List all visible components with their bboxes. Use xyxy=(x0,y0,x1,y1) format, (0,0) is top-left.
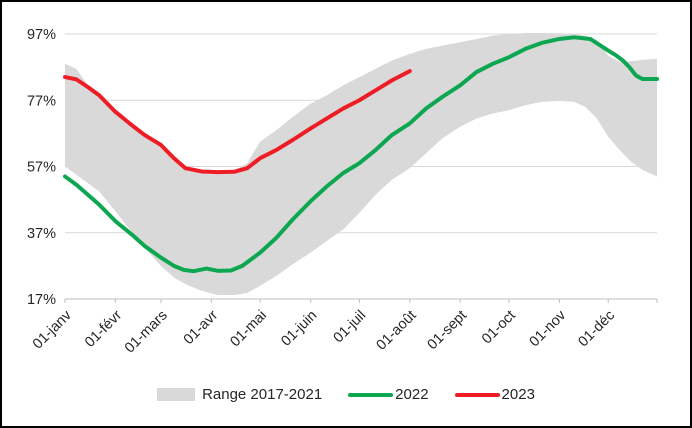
legend-label-range: Range 2017-2021 xyxy=(202,386,323,403)
line-swatch-2023 xyxy=(454,392,500,397)
chart-legend: Range 2017-2021 2022 2023 xyxy=(2,386,690,403)
series-line-2023 xyxy=(63,69,412,175)
x-tick-label: 01-févr xyxy=(82,307,125,350)
x-tick-label: 01-août xyxy=(374,308,420,354)
legend-label-2022: 2022 xyxy=(395,386,429,403)
line-swatch-2022 xyxy=(348,392,394,397)
x-tick-label: 01-sept xyxy=(425,308,471,354)
x-tick-label: 01-janv xyxy=(30,307,75,352)
legend-item-2022: 2022 xyxy=(348,386,429,403)
x-tick-label: 01-juil xyxy=(331,308,370,347)
legend-label-2023: 2023 xyxy=(501,386,535,403)
range-area-swatch xyxy=(157,388,196,401)
legend-item-range: Range 2017-2021 xyxy=(157,386,322,403)
x-tick-label: 01-oct xyxy=(479,308,519,348)
x-tick-label: 01-mars xyxy=(122,308,171,357)
series-line-2022 xyxy=(63,35,659,274)
y-tick-label: 17% xyxy=(27,292,56,308)
x-tick-label: 01-nov xyxy=(527,307,570,350)
x-tick-label: 01-déc xyxy=(575,308,618,351)
y-tick-label: 57% xyxy=(27,160,56,176)
y-tick-label: 37% xyxy=(27,226,56,242)
x-tick-label: 01-juin xyxy=(278,308,320,350)
x-tick-label: 01-avr xyxy=(181,307,221,347)
legend-item-2023: 2023 xyxy=(454,386,535,403)
x-tick-label: 01-mai xyxy=(227,308,270,351)
y-tick-label: 77% xyxy=(27,93,56,109)
y-tick-label: 97% xyxy=(27,27,56,43)
